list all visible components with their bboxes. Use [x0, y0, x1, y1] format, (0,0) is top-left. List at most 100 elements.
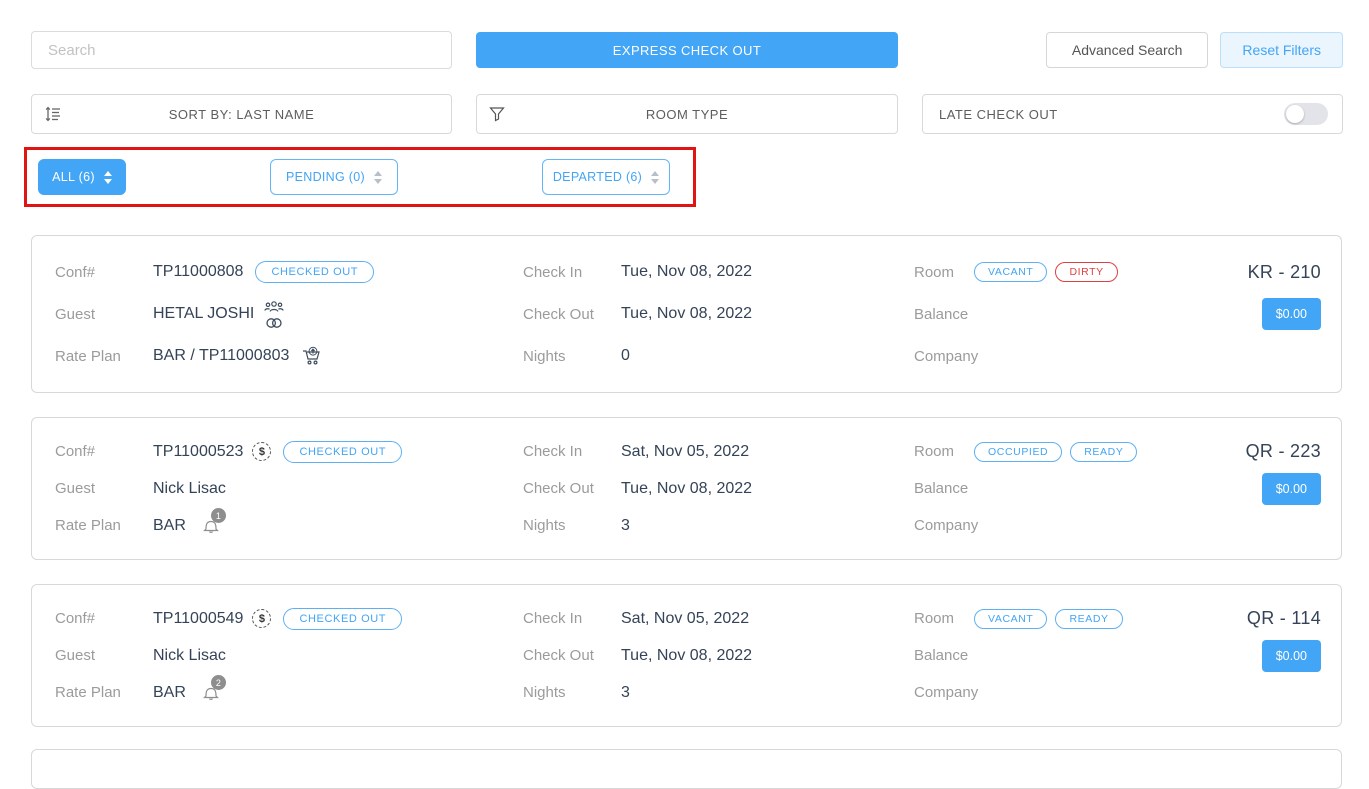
- room-label: Room: [914, 443, 955, 460]
- sort-icon: [44, 105, 62, 123]
- sort-arrows-icon: [374, 170, 382, 184]
- conf-number: TP11000549: [153, 609, 244, 627]
- conf-label: Conf#: [55, 443, 96, 460]
- card-col-room: Room VACANT DIRTY KR - 210 Balance $0.00…: [914, 251, 1321, 377]
- tab-all-label: ALL (6): [52, 170, 95, 184]
- status-badge: CHECKED OUT: [283, 607, 403, 630]
- check-out-label: Check Out: [523, 647, 594, 664]
- room-number: KR - 210: [1247, 261, 1321, 282]
- check-in-label: Check In: [523, 263, 583, 281]
- check-out-date: Tue, Nov 08, 2022: [621, 305, 753, 322]
- reservation-card[interactable]: Conf# TP11000808 CHECKED OUT Guest HETAL…: [31, 235, 1342, 393]
- balance-button[interactable]: $0.00: [1261, 639, 1321, 672]
- nights-label: Nights: [523, 684, 566, 701]
- reservation-card[interactable]: Conf# TP11000523 $ CHECKED OUT Guest Nic…: [31, 417, 1342, 560]
- annotation-red-box: ALL (6) PENDING (0) DEPARTED (6): [24, 147, 696, 207]
- late-check-out-label: LATE CHECK OUT: [939, 106, 1058, 122]
- card-col-dates: Check In Tue, Nov 08, 2022 Check Out Tue…: [523, 251, 914, 377]
- room-label: Room: [914, 610, 955, 627]
- notification-count-badge: 1: [210, 508, 226, 523]
- room-status-badge: VACANT: [974, 262, 1048, 282]
- guest-label: Guest: [55, 480, 96, 497]
- conf-number: TP11000808: [153, 263, 244, 280]
- card-col-room: Room VACANT READY QR - 114 Balance $0.00…: [914, 600, 1321, 711]
- check-in-label: Check In: [523, 610, 583, 627]
- toolbar: EXPRESS CHECK OUT Advanced Search Reset …: [31, 31, 1343, 69]
- dollar-circle-icon[interactable]: $: [252, 442, 272, 461]
- room-number: QR - 114: [1246, 608, 1321, 628]
- reservation-card-partial[interactable]: [31, 749, 1342, 789]
- notification-bell-icon[interactable]: 2: [202, 675, 226, 702]
- tab-departed[interactable]: DEPARTED (6): [542, 159, 670, 195]
- late-check-out-filter: LATE CHECK OUT: [922, 94, 1343, 134]
- room-status-badge: OCCUPIED: [974, 441, 1063, 462]
- toggle-knob: [1286, 105, 1304, 123]
- rate-plan-label: Rate Plan: [55, 517, 121, 534]
- rate-plan-label: Rate Plan: [55, 347, 121, 365]
- notification-count-badge: 2: [210, 675, 226, 690]
- reset-filters-button[interactable]: Reset Filters: [1220, 32, 1343, 68]
- filter-funnel-icon: [489, 106, 505, 122]
- housekeeping-status-badge: READY: [1070, 441, 1138, 462]
- dollar-circle-icon[interactable]: $: [252, 609, 272, 628]
- reservation-card[interactable]: Conf# TP11000549 $ CHECKED OUT Guest Nic…: [31, 584, 1342, 727]
- nights-value: 3: [621, 683, 630, 701]
- guest-name: Nick Lisac: [153, 646, 226, 664]
- housekeeping-status-badge: DIRTY: [1055, 262, 1118, 282]
- advanced-search-button[interactable]: Advanced Search: [1045, 32, 1209, 68]
- notification-bell-icon[interactable]: 1: [202, 508, 226, 535]
- express-check-out-button[interactable]: EXPRESS CHECK OUT: [476, 32, 898, 68]
- check-out-date: Tue, Nov 08, 2022: [621, 479, 753, 497]
- conf-number: TP11000523: [153, 442, 244, 460]
- sort-arrows-icon: [103, 170, 112, 184]
- tab-all[interactable]: ALL (6): [38, 159, 126, 195]
- nights-label: Nights: [523, 347, 566, 365]
- nights-label: Nights: [523, 517, 566, 534]
- rate-plan-value: BAR / TP11000803: [153, 347, 290, 364]
- room-status-badge: VACANT: [974, 608, 1048, 629]
- guest-icons: [264, 300, 284, 329]
- balance-label: Balance: [914, 480, 969, 497]
- tab-pending[interactable]: PENDING (0): [270, 159, 398, 195]
- balance-button[interactable]: $0.00: [1261, 298, 1321, 330]
- guest-name: HETAL JOSHI: [153, 305, 255, 322]
- nights-value: 0: [621, 347, 630, 364]
- company-label: Company: [914, 517, 979, 534]
- conf-label: Conf#: [55, 263, 96, 281]
- conf-label: Conf#: [55, 610, 96, 627]
- room-type-label: ROOM TYPE: [645, 106, 729, 122]
- balance-button[interactable]: $0.00: [1261, 472, 1321, 505]
- card-col-reservation: Conf# TP11000808 CHECKED OUT Guest HETAL…: [55, 251, 523, 377]
- rate-plan-label: Rate Plan: [55, 684, 121, 701]
- card-col-reservation: Conf# TP11000549 $ CHECKED OUT Guest Nic…: [55, 600, 523, 711]
- search-input[interactable]: [31, 31, 452, 69]
- tab-pending-label: PENDING (0): [285, 170, 365, 184]
- company-label: Company: [914, 684, 979, 701]
- room-type-button[interactable]: ROOM TYPE: [476, 94, 898, 134]
- housekeeping-status-badge: READY: [1055, 608, 1123, 629]
- balance-label: Balance: [914, 647, 969, 664]
- tab-departed-label: DEPARTED (6): [552, 170, 643, 184]
- check-in-label: Check In: [523, 443, 583, 460]
- check-out-label: Check Out: [523, 480, 594, 497]
- linked-rings-icon[interactable]: [265, 317, 283, 329]
- late-check-out-toggle[interactable]: [1284, 103, 1328, 125]
- balance-label: Balance: [914, 305, 969, 323]
- sort-by-button[interactable]: SORT BY: LAST NAME: [31, 94, 452, 134]
- sort-by-label: SORT BY: LAST NAME: [168, 106, 315, 122]
- check-out-date: Tue, Nov 08, 2022: [621, 646, 753, 664]
- guest-label: Guest: [55, 305, 96, 323]
- guest-label: Guest: [55, 647, 96, 664]
- sort-arrows-icon: [651, 170, 660, 184]
- card-col-reservation: Conf# TP11000523 $ CHECKED OUT Guest Nic…: [55, 433, 523, 544]
- card-col-room: Room OCCUPIED READY QR - 223 Balance $0.…: [914, 433, 1321, 544]
- guest-name: Nick Lisac: [153, 479, 226, 497]
- check-out-label: Check Out: [523, 305, 594, 323]
- check-in-date: Sat, Nov 05, 2022: [621, 609, 750, 627]
- group-icon[interactable]: [264, 300, 284, 314]
- card-col-dates: Check In Sat, Nov 05, 2022 Check Out Tue…: [523, 600, 914, 711]
- card-col-dates: Check In Sat, Nov 05, 2022 Check Out Tue…: [523, 433, 914, 544]
- nights-value: 3: [621, 516, 630, 534]
- cart-icon[interactable]: [301, 346, 322, 366]
